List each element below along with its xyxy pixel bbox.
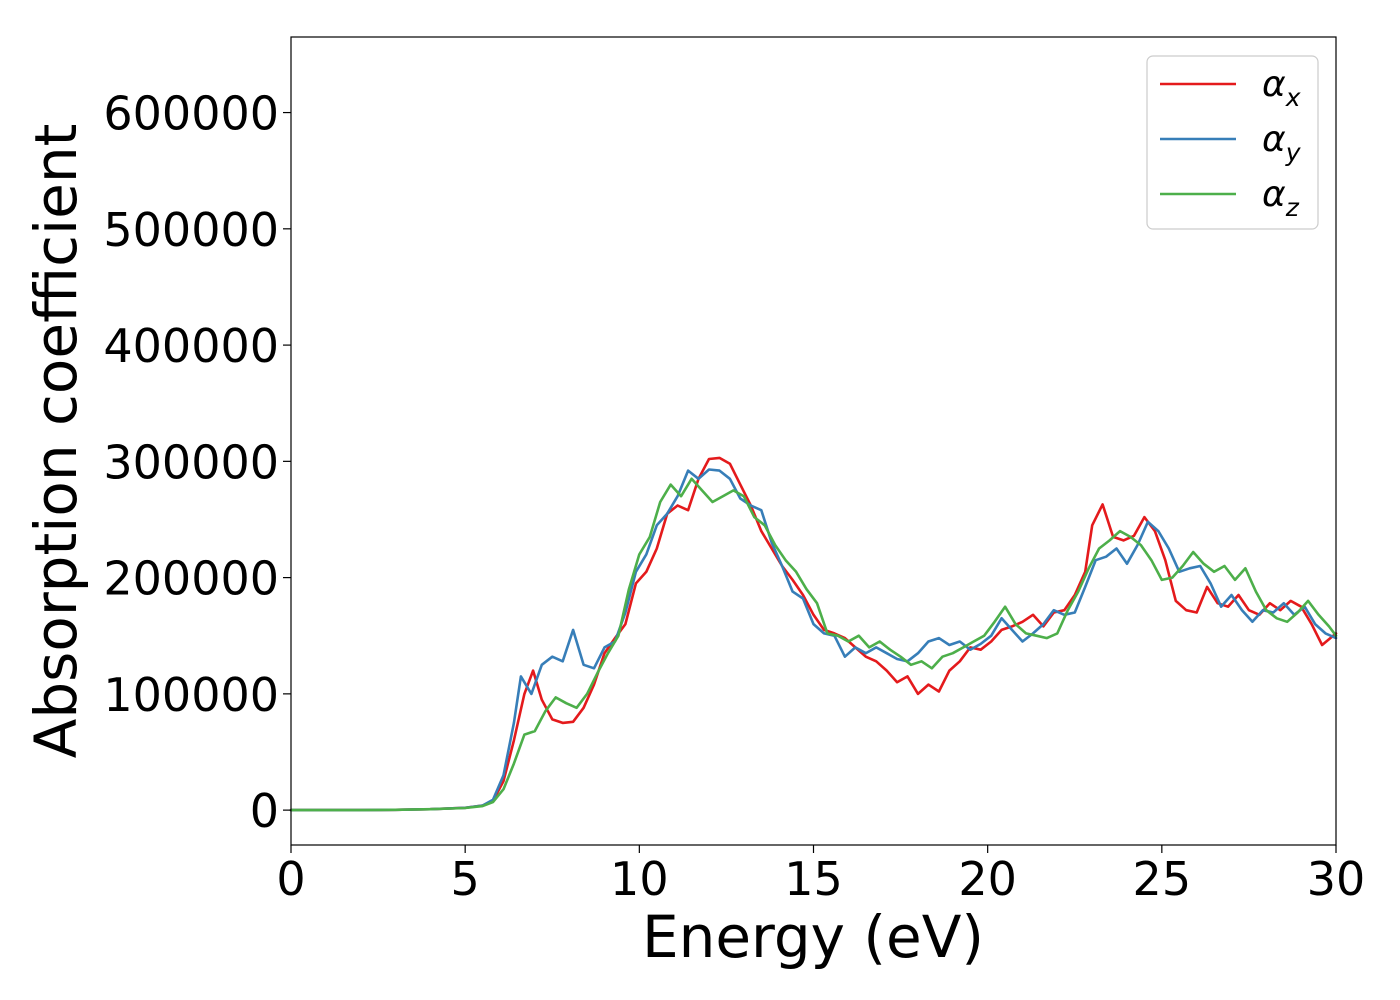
legend-item-y: αy: [1160, 119, 1302, 167]
x-tick-label: 25: [1133, 852, 1192, 906]
y-tick-label: 100000: [103, 668, 279, 722]
x-axis-label: Energy (eV): [642, 903, 984, 971]
y-tick-label: 200000: [103, 552, 279, 606]
legend: αx αy αz: [1146, 55, 1319, 230]
y-tick-label: 0: [250, 784, 279, 838]
y-tick-label: 600000: [103, 87, 279, 141]
legend-item-z: αz: [1160, 174, 1300, 222]
legend-label: αx: [1262, 64, 1301, 112]
legend-label: αy: [1262, 119, 1302, 167]
legend-item-x: αx: [1160, 64, 1301, 112]
x-tick-label: 15: [784, 852, 843, 906]
series-line-z: [289, 477, 1338, 812]
legend-label: αz: [1262, 174, 1300, 222]
y-tick-label: 500000: [103, 203, 279, 257]
y-axis-ticks: 0 100000 200000 300000 400000 500000 600000: [103, 87, 291, 838]
series-line-y: [289, 468, 1338, 812]
series-line-x: [289, 456, 1338, 812]
series-layer: [289, 456, 1338, 812]
x-tick-label: 0: [276, 852, 305, 906]
x-tick-label: 10: [610, 852, 669, 906]
x-tick-label: 20: [958, 852, 1017, 906]
y-axis-label: Absorption coefficient: [22, 124, 90, 759]
y-tick-label: 300000: [103, 435, 279, 489]
legend-box: [1146, 55, 1319, 230]
x-tick-label: 5: [451, 852, 480, 906]
x-tick-label: 30: [1307, 852, 1366, 906]
y-tick-label: 400000: [103, 319, 279, 373]
x-axis-ticks: 0 5 10 15 20 25 30: [276, 845, 1365, 906]
